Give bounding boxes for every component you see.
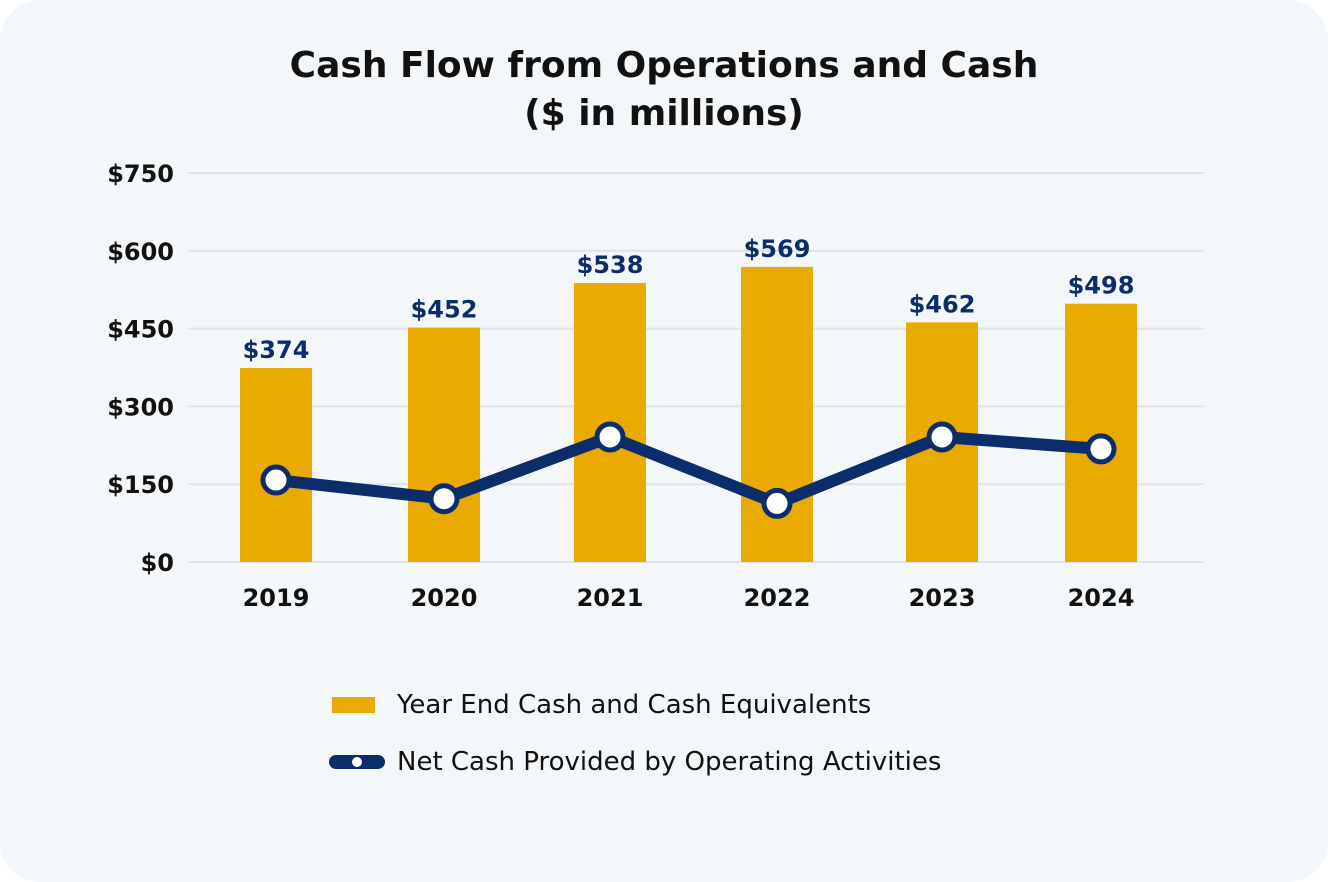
chart-subtitle: ($ in millions)	[524, 93, 804, 134]
y-tick-label: $0	[141, 549, 174, 577]
line-point	[1085, 433, 1117, 465]
legend: Year End Cash and Cash Equivalents Net Ca…	[329, 690, 941, 777]
x-tick-label: 2023	[909, 584, 976, 612]
x-tick-label: 2020	[411, 584, 478, 612]
y-tick-label: $450	[107, 316, 174, 344]
y-axis: $0 $150 $300 $450 $600 $750	[107, 160, 174, 577]
legend-line-marker	[350, 755, 364, 769]
bar-data-labels: $374 $452 $538 $569 $462 $498	[243, 235, 1135, 364]
y-tick-label: $600	[107, 238, 174, 266]
bar-label: $462	[909, 290, 976, 318]
bar-label: $452	[411, 296, 478, 324]
y-tick-label: $150	[107, 471, 174, 499]
legend-bar-swatch	[332, 697, 375, 713]
bar-label: $498	[1068, 272, 1135, 300]
gridlines	[188, 172, 1204, 563]
chart-title-block: Cash Flow from Operations and Cash ($ in…	[0, 42, 1328, 138]
legend-bar-label: Year End Cash and Cash Equivalents	[396, 690, 871, 720]
x-tick-label: 2021	[577, 584, 644, 612]
bar-label: $569	[744, 235, 811, 263]
bar	[1065, 303, 1137, 562]
x-tick-label: 2019	[243, 584, 310, 612]
line-point	[926, 421, 958, 453]
y-tick-label: $750	[107, 160, 174, 188]
bar	[408, 327, 480, 562]
line-point	[761, 487, 793, 519]
line-point	[594, 421, 626, 453]
line-point	[428, 483, 460, 515]
y-tick-label: $300	[107, 393, 174, 421]
x-tick-label: 2022	[744, 584, 811, 612]
bar-label: $374	[243, 336, 310, 364]
x-tick-label: 2024	[1068, 584, 1135, 612]
chart-title: Cash Flow from Operations and Cash	[289, 45, 1039, 86]
bar-label: $538	[577, 251, 644, 279]
line-series	[260, 421, 1117, 519]
line-point	[260, 464, 292, 496]
line-path	[270, 431, 1107, 510]
bar-series	[240, 266, 1137, 562]
legend-line-label: Net Cash Provided by Operating Activitie…	[397, 747, 941, 777]
x-axis: 2019 2020 2021 2022 2023 2024	[243, 584, 1135, 612]
